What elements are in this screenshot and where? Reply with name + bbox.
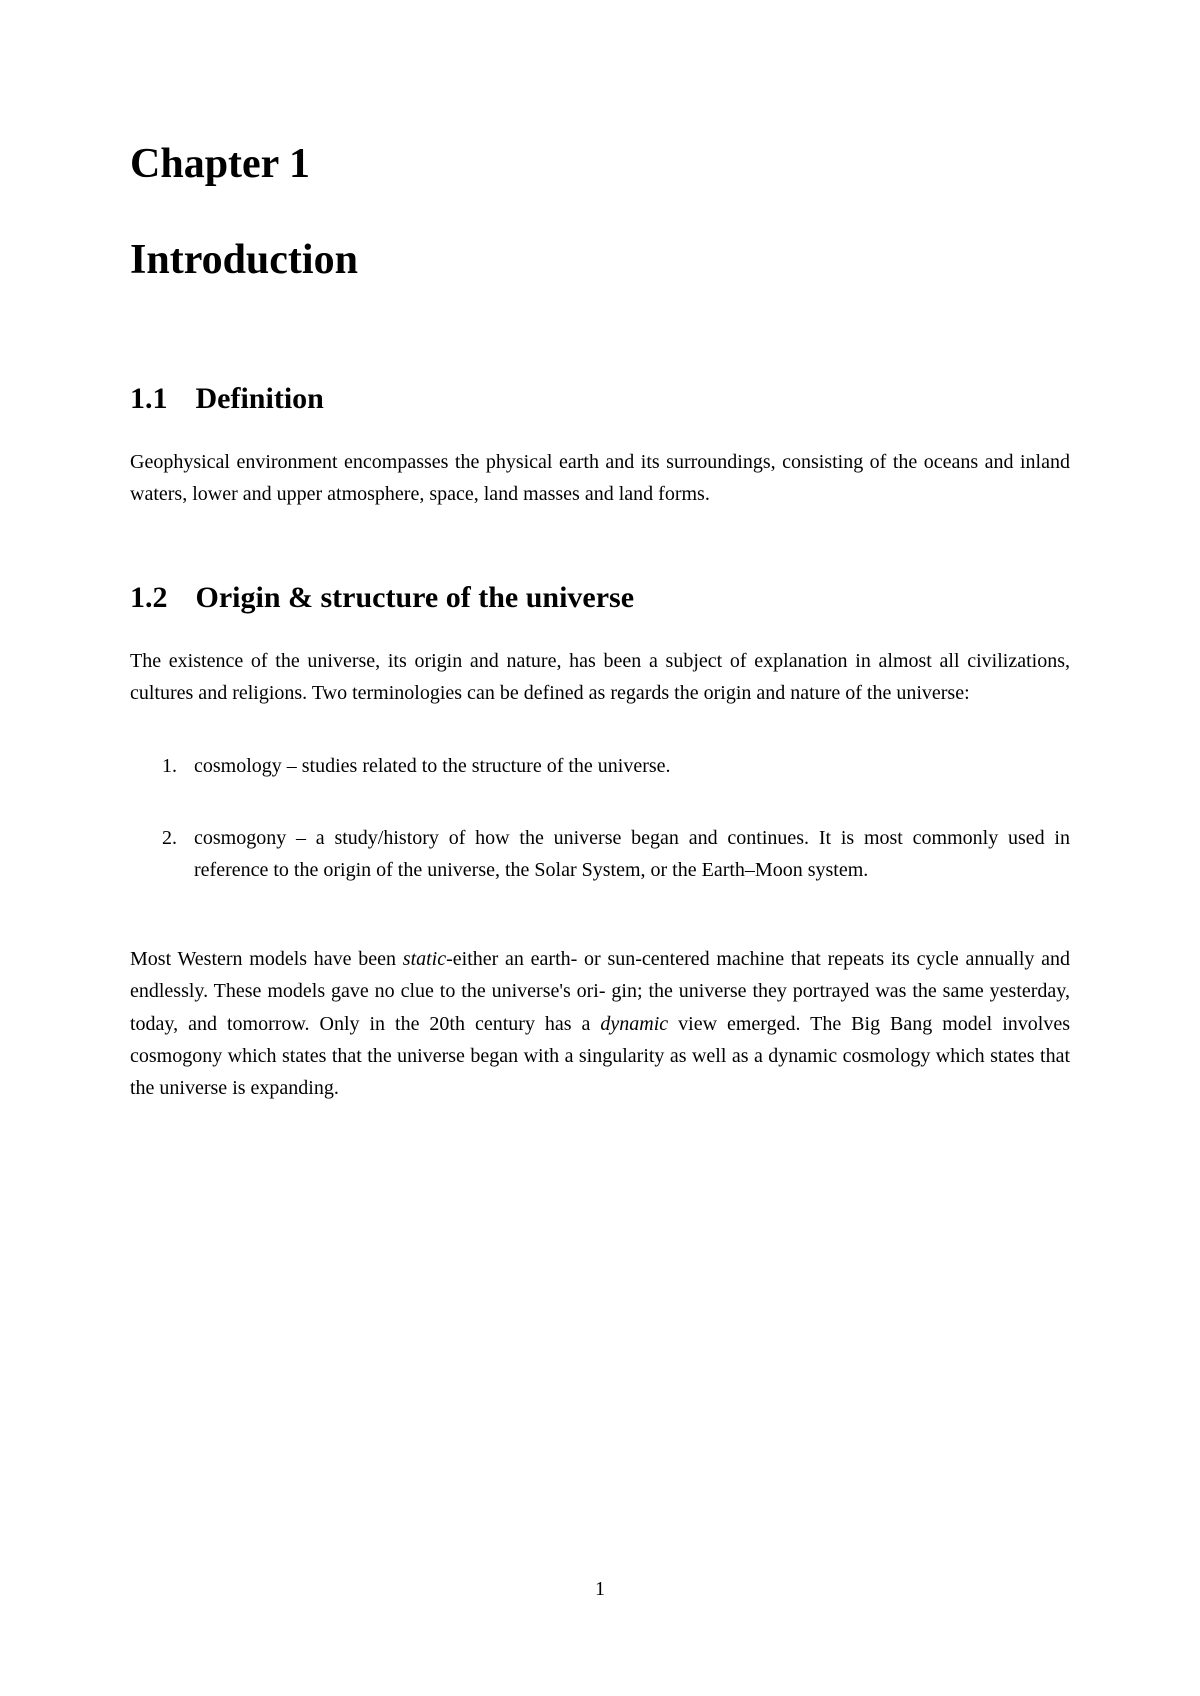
list-item-text: cosmology – studies related to the struc… (194, 755, 671, 777)
text-run: Most Western models have been (130, 948, 403, 970)
list-marker: 1. (162, 750, 177, 782)
chapter-title: Introduction (130, 236, 1070, 284)
section-1-body: Geophysical environment encompasses the … (130, 446, 1070, 511)
section-heading-1: 1.1 Definition (130, 382, 1070, 416)
section-heading-2: 1.2 Origin & structure of the universe (130, 581, 1070, 615)
list-item-text: cosmogony – a study/history of how the u… (194, 827, 1070, 881)
chapter-label: Chapter 1 (130, 140, 1070, 188)
list-item: 1. cosmology – studies related to the str… (130, 750, 1070, 782)
section-number: 1.1 (130, 382, 168, 416)
list-marker: 2. (162, 822, 177, 854)
section-title: Definition (196, 382, 324, 415)
italic-text: dynamic (600, 1013, 668, 1035)
ordered-list: 1. cosmology – studies related to the str… (130, 750, 1070, 887)
italic-text: static (403, 948, 446, 970)
section-2-para2: Most Western models have been static-eit… (130, 943, 1070, 1105)
section-number: 1.2 (130, 581, 168, 615)
section-2-intro: The existence of the universe, its origi… (130, 645, 1070, 710)
page-number: 1 (0, 1578, 1200, 1601)
section-title: Origin & structure of the universe (196, 581, 635, 614)
list-item: 2. cosmogony – a study/history of how the… (130, 822, 1070, 887)
